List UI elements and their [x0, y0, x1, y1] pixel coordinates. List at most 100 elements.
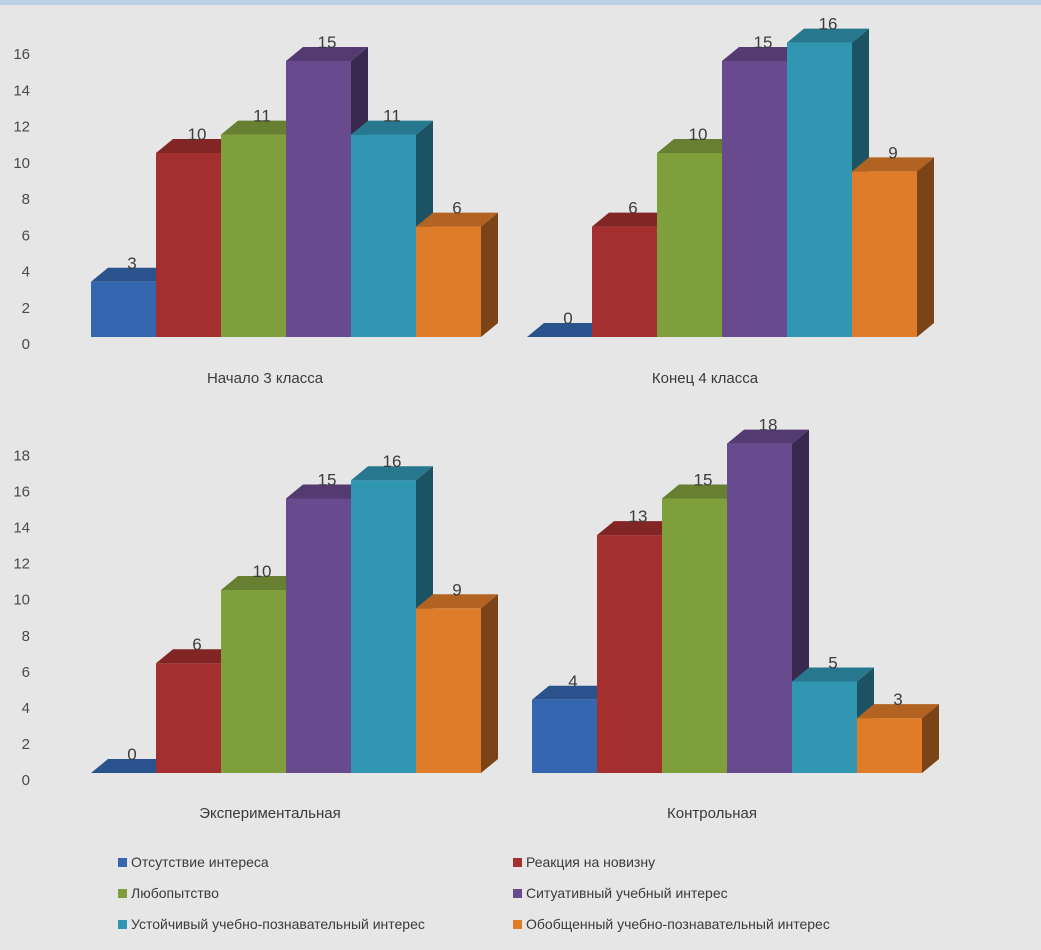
x-axis-label: Экспериментальная — [199, 805, 341, 822]
bar-top — [722, 47, 804, 61]
bar-top — [597, 521, 679, 536]
bar-top — [527, 323, 609, 337]
data-label: 10 — [689, 125, 708, 144]
y-tick-label: 12 — [13, 119, 30, 136]
x-axis-label: Начало 3 класса — [207, 370, 324, 387]
y-tick-label: 18 — [13, 448, 30, 465]
bar-front — [91, 281, 156, 337]
legend-item: Ситуативный учебный интерес — [513, 883, 1018, 903]
legend-swatch — [513, 857, 522, 867]
bar-front — [351, 134, 416, 337]
data-label: 15 — [318, 33, 337, 52]
bar-front — [221, 590, 286, 773]
bar-side — [922, 704, 939, 773]
data-label: 15 — [754, 33, 773, 52]
y-tick-label: 14 — [13, 82, 30, 99]
legend-item: Обобщенный учебно-познавательный интерес — [513, 914, 1018, 934]
data-label: 9 — [888, 143, 897, 162]
bar-front — [286, 61, 351, 337]
x-axis-label: Конец 4 класса — [652, 370, 759, 387]
x-axis-label: Контрольная — [667, 805, 757, 822]
data-label: 16 — [383, 452, 402, 471]
data-label: 13 — [629, 507, 648, 526]
bar-top — [91, 759, 173, 773]
bar-front — [857, 718, 922, 773]
bar-top — [532, 685, 614, 700]
data-label: 4 — [568, 672, 577, 691]
data-label: 0 — [563, 309, 572, 328]
window-top-bar — [0, 0, 1041, 5]
data-label: 11 — [383, 107, 401, 126]
bar-front — [416, 608, 481, 773]
legend-item: Любопытство — [118, 883, 513, 903]
bar-top — [221, 120, 303, 135]
y-tick-label: 0 — [22, 772, 30, 789]
bar-top — [592, 212, 674, 227]
bar-top — [787, 28, 869, 43]
bar-front — [787, 42, 852, 337]
legend-swatch — [513, 919, 522, 929]
bar-top — [286, 484, 368, 499]
bar-side — [481, 212, 498, 337]
y-tick-label: 16 — [13, 484, 30, 501]
y-tick-label: 10 — [13, 592, 30, 609]
data-label: 6 — [628, 199, 637, 218]
data-label: 11 — [253, 107, 271, 126]
bar-top — [416, 212, 498, 227]
legend-label: Обобщенный учебно-познавательный интерес — [526, 916, 830, 932]
y-tick-label: 6 — [22, 664, 30, 681]
data-label: 5 — [828, 654, 837, 673]
bar-front — [532, 699, 597, 773]
bar-top — [657, 139, 739, 153]
legend-label: Отсутствие интереса — [131, 854, 269, 870]
bar-top — [852, 157, 934, 172]
bar-front — [597, 535, 662, 773]
data-label: 3 — [127, 254, 136, 273]
bar-top — [351, 120, 433, 135]
bar-top — [91, 267, 173, 282]
legend-swatch — [118, 888, 127, 898]
data-label: 6 — [192, 635, 201, 654]
y-tick-label: 2 — [22, 300, 30, 317]
data-label: 10 — [253, 562, 272, 581]
bar-top — [351, 466, 433, 481]
bar-front — [722, 61, 787, 337]
bar-top — [286, 47, 368, 61]
data-label: 3 — [893, 690, 902, 709]
y-tick-label: 10 — [13, 155, 30, 172]
bar-top — [416, 594, 498, 609]
legend-swatch — [118, 919, 127, 929]
legend-swatch — [513, 888, 522, 898]
data-label: 6 — [452, 199, 461, 218]
legend-label: Устойчивый учебно-познавательный интерес — [131, 916, 425, 932]
bar-front — [156, 153, 221, 337]
bar-side — [481, 594, 498, 773]
charts-canvas: 0 2 4 6 8 10 12 14 16 3 10 11 15 11 6 Начало 3 класса 0 6… — [13, 15, 939, 822]
legend-swatch — [118, 857, 127, 867]
data-label: 16 — [819, 15, 838, 34]
legend-label: Ситуативный учебный интерес — [526, 885, 728, 901]
bar-front — [592, 226, 657, 337]
y-tick-label: 2 — [22, 736, 30, 753]
bar-top — [727, 429, 809, 444]
bar-front — [156, 663, 221, 773]
bar-front — [416, 226, 481, 337]
y-tick-label: 8 — [22, 191, 30, 208]
bar-top — [857, 704, 939, 719]
legend-item: Отсутствие интереса — [118, 852, 513, 872]
bar-front — [792, 681, 857, 773]
data-label: 15 — [694, 471, 713, 490]
data-label: 0 — [127, 745, 136, 764]
bar-front — [852, 171, 917, 337]
bar-side — [917, 157, 934, 337]
bar-top — [156, 139, 238, 153]
y-tick-label: 4 — [22, 700, 30, 717]
bar-front — [662, 498, 727, 773]
data-label: 18 — [759, 416, 778, 435]
bar-front — [351, 480, 416, 773]
bar-top — [156, 649, 238, 664]
bar-top — [792, 667, 874, 682]
legend-label: Любопытство — [131, 885, 219, 901]
bar-top — [221, 576, 303, 590]
data-label: 9 — [452, 580, 461, 599]
